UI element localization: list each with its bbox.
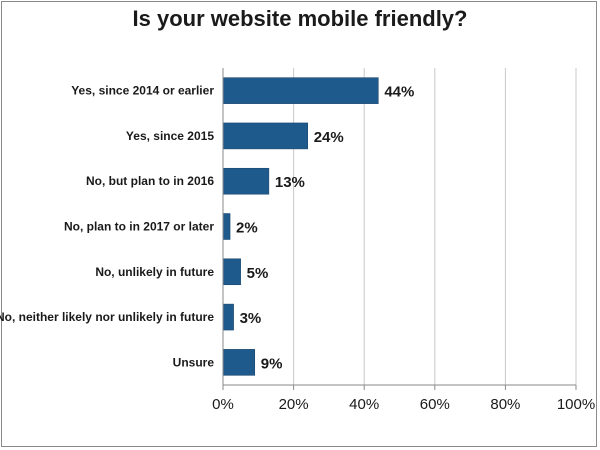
gridlines (293, 68, 577, 385)
bar-2 (222, 167, 270, 195)
tick-label-40: 40% (349, 396, 379, 413)
category-labels: Yes, since 2014 or earlier Yes, since 201… (0, 84, 214, 370)
bar-3 (222, 213, 231, 240)
category-label-6: Unsure (173, 355, 215, 369)
category-label-4: No, unlikely in future (95, 265, 214, 279)
bars (222, 77, 379, 376)
tick-label-20: 20% (279, 396, 309, 413)
value-label-0: 44% (384, 84, 414, 101)
bar-6 (222, 349, 256, 376)
bar-1 (222, 122, 308, 150)
value-label-3: 2% (236, 220, 258, 237)
category-label-1: Yes, since 2015 (126, 129, 214, 143)
value-label-4: 5% (247, 265, 269, 282)
category-label-0: Yes, since 2014 or earlier (71, 84, 214, 98)
bar-4 (222, 258, 241, 286)
value-label-1: 24% (314, 129, 344, 146)
tick-labels: 0% 20% 40% 60% 80% 100% (212, 396, 595, 413)
value-label-2: 13% (275, 174, 305, 191)
chart-title: Is your website mobile friendly? (132, 6, 468, 31)
tick-label-60: 60% (420, 396, 450, 413)
category-label-2: No, but plan to in 2016 (86, 174, 214, 188)
value-label-6: 9% (261, 355, 283, 372)
tick-label-80: 80% (490, 396, 520, 413)
category-label-3: No, plan to in 2017 or later (64, 220, 214, 234)
axes (222, 68, 577, 390)
value-labels: 44% 24% 13% 2% 5% 3% 9% (236, 84, 414, 373)
category-label-5: No, neither likely nor unlikely in futur… (0, 310, 214, 324)
bar-0 (222, 77, 379, 104)
value-label-5: 3% (240, 310, 262, 327)
tick-label-0: 0% (212, 396, 234, 413)
bar-5 (222, 303, 234, 331)
tick-label-100: 100% (557, 396, 595, 413)
